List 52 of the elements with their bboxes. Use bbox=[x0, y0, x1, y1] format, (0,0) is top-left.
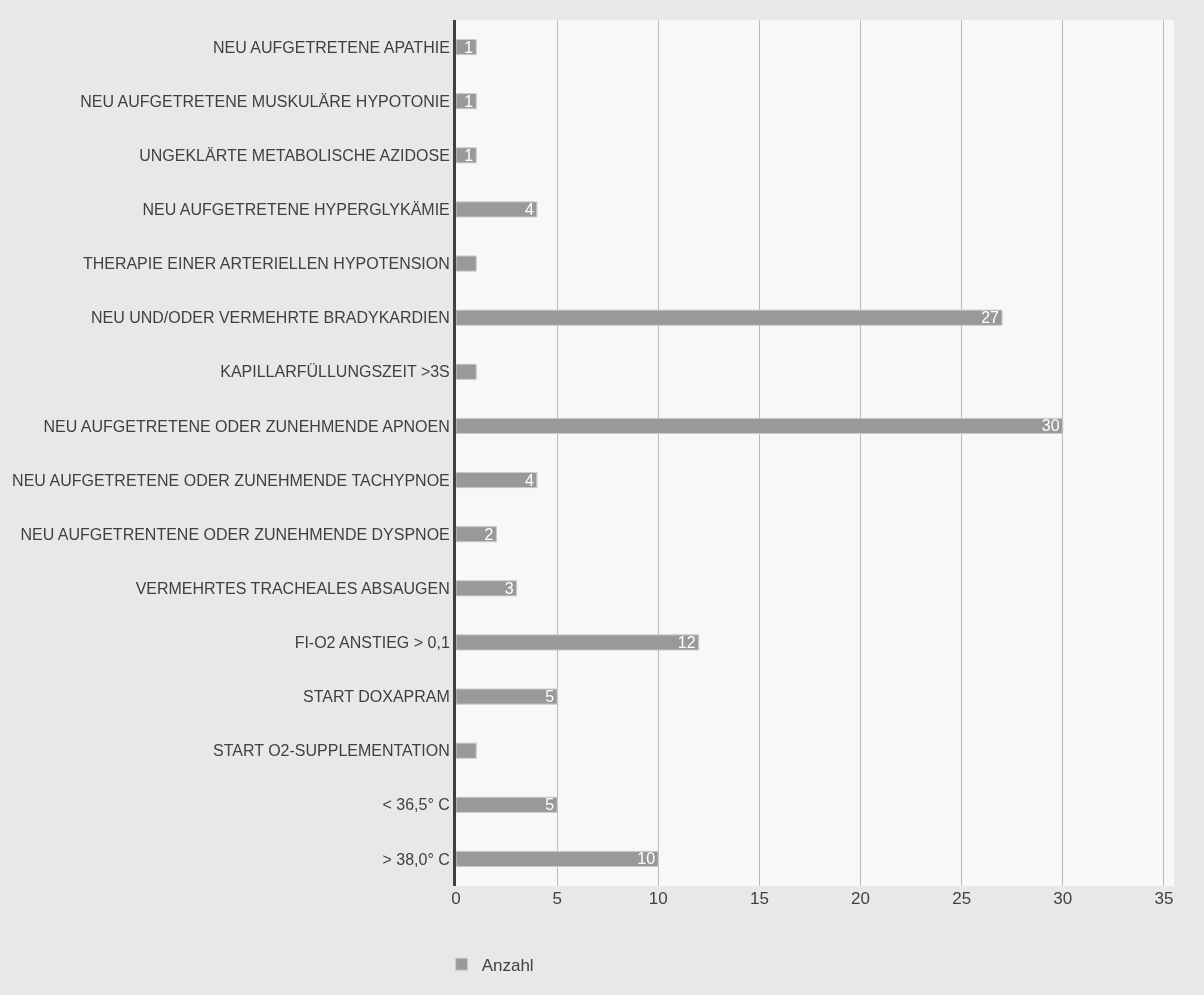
bar bbox=[456, 796, 558, 813]
data-label: 4 bbox=[524, 200, 534, 218]
bar bbox=[456, 688, 558, 705]
y-tick-label: KAPILLARFÜLLUNGSZEIT >3S bbox=[220, 363, 450, 381]
data-label: 5 bbox=[545, 796, 555, 814]
y-tick-label: UNGEKLÄRTE METABOLISCHE AZIDOSE bbox=[139, 146, 450, 164]
bar bbox=[456, 201, 538, 218]
bar bbox=[456, 526, 497, 543]
data-label: 4 bbox=[524, 471, 534, 489]
data-label: 5 bbox=[545, 688, 555, 706]
y-tick-label: THERAPIE EINER ARTERIELLEN HYPOTENSION bbox=[82, 255, 450, 273]
y-tick-label: NEU AUFGETRETENE ODER ZUNEHMENDE APNOEN bbox=[43, 417, 450, 435]
bar bbox=[456, 580, 518, 597]
y-tick-label: NEU AUFGETRETENE ODER ZUNEHMENDE TACHYPNOE bbox=[12, 471, 450, 489]
x-tick-label: 25 bbox=[952, 889, 972, 908]
bar bbox=[456, 850, 659, 868]
data-label: 3 bbox=[504, 579, 514, 597]
bar bbox=[456, 634, 700, 651]
data-label: 1 bbox=[464, 38, 474, 56]
bar bbox=[456, 309, 1003, 326]
y-tick-label: VERMEHRTES TRACHEALES ABSAUGEN bbox=[135, 579, 450, 597]
x-tick-label: 20 bbox=[851, 889, 870, 908]
x-tick-label: 35 bbox=[1154, 889, 1174, 908]
data-label: 2 bbox=[484, 525, 494, 543]
y-tick-label: START DOXAPRAM bbox=[303, 688, 450, 706]
y-tick-label: > 38,0° C bbox=[382, 850, 450, 868]
y-tick-label: NEU UND/ODER VERMEHRTE BRADYKARDIEN bbox=[90, 309, 450, 327]
y-tick-label: FI-O2 ANSTIEG > 0,1 bbox=[294, 634, 450, 652]
bar bbox=[456, 147, 477, 164]
bar bbox=[456, 742, 477, 759]
y-tick-label: NEU AUFGETRENTENE ODER ZUNEHMENDE DYSPNOE bbox=[20, 525, 450, 543]
data-label: 12 bbox=[677, 633, 696, 651]
y-tick-label: NEU AUFGETRETENE MUSKULÄRE HYPOTONIE bbox=[80, 92, 450, 110]
bar bbox=[456, 255, 477, 272]
x-tick-label: 30 bbox=[1053, 889, 1073, 908]
bar bbox=[456, 471, 538, 489]
bar bbox=[456, 417, 1064, 435]
data-label: 1 bbox=[464, 146, 474, 164]
x-tick-label: 5 bbox=[552, 889, 562, 908]
y-tick-label: NEU AUFGETRETENE APATHIE bbox=[213, 38, 450, 56]
x-tick-label: 15 bbox=[749, 889, 769, 908]
x-tick-label: 0 bbox=[451, 889, 461, 908]
data-label: 1 bbox=[464, 92, 474, 110]
data-label: 27 bbox=[981, 309, 1000, 327]
x-tick-label: 10 bbox=[648, 889, 668, 908]
data-label: 30 bbox=[1041, 417, 1060, 435]
data-label: 10 bbox=[637, 850, 656, 868]
bar bbox=[456, 363, 477, 380]
y-tick-label: START O2-SUPPLEMENTATION bbox=[213, 742, 450, 760]
y-tick-label: < 36,5° C bbox=[382, 796, 450, 814]
legend-label: Anzahl bbox=[481, 955, 534, 975]
y-tick-label: NEU AUFGETRETENE HYPERGLYKÄMIE bbox=[142, 201, 450, 219]
